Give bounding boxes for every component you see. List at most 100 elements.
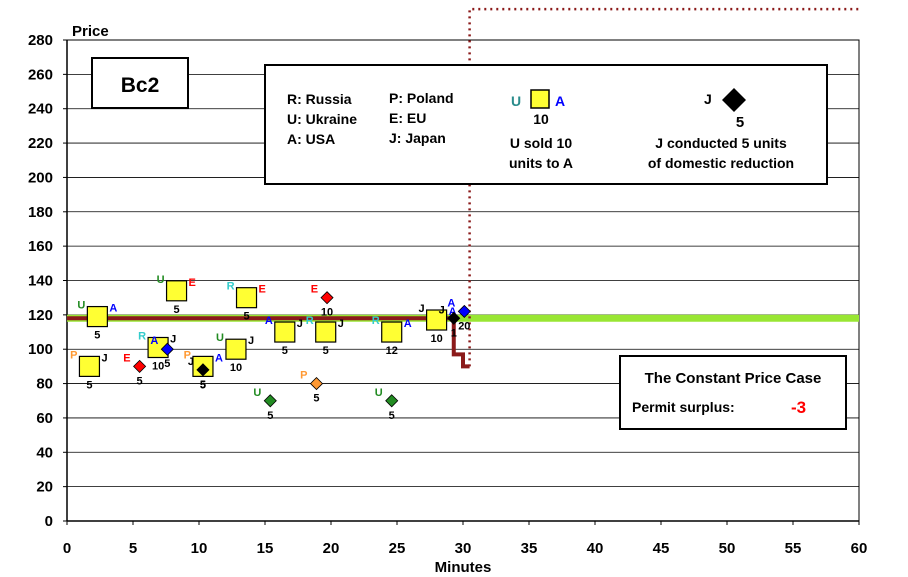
legend-country-p: P: Poland (389, 90, 454, 106)
trade-seller-label: U (77, 300, 85, 312)
x-tick-label: 40 (587, 540, 604, 557)
trade-qty-label: 5 (282, 345, 288, 357)
domestic-qty-label: 5 (389, 410, 395, 422)
trade-seller-label: A (265, 315, 273, 327)
trade-qty-label: 10 (430, 333, 442, 345)
domestic-diamond (263, 394, 277, 408)
domestic-country-label: U (253, 387, 261, 399)
y-axis-ticks: 0 20 40 60 80 100 120 140 160 180 200 220 240 260 280 (28, 32, 67, 530)
trade-seller-label: P (70, 349, 77, 361)
trade-buyer-label: J (170, 333, 176, 345)
legend-box: R: Russia P: Poland U: Ukraine E: EU A: … (264, 64, 828, 185)
trade-square (78, 355, 101, 377)
legend-country-u: U: Ukraine (287, 111, 357, 127)
trade-square (235, 287, 258, 309)
x-axis-label: Minutes (435, 559, 492, 576)
legend-domestic-caption-2: of domestic reduction (648, 155, 794, 171)
trade-point: R A 12 (372, 315, 412, 357)
trade-seller-label: U (157, 274, 165, 286)
domestic-point: A20 (447, 297, 471, 332)
trade-seller-label: R (372, 315, 380, 327)
legend-trade-seller: U (511, 93, 521, 109)
y-tick-label: 180 (28, 204, 53, 221)
domestic-country-label: P (300, 370, 307, 382)
y-tick-label: 280 (28, 32, 53, 49)
trade-qty-label: 10 (230, 362, 242, 374)
trade-buyer-label: J (101, 352, 107, 364)
domestic-point: E10 (311, 284, 334, 319)
legend-trade-caption-2: units to A (509, 155, 573, 171)
x-tick-label: 10 (191, 540, 208, 557)
x-axis-ticks: 0 5 10 15 20 25 30 35 40 45 50 55 60 (63, 521, 867, 557)
domestic-country-label: J (439, 304, 445, 316)
domestic-point: A5 (150, 335, 174, 370)
y-tick-label: 240 (28, 101, 53, 118)
domestic-qty-label: 20 (458, 320, 470, 332)
trade-square (86, 305, 108, 328)
trade-seller-label: R (306, 315, 314, 327)
x-tick-label: 20 (323, 540, 340, 557)
y-axis-label: Price (72, 23, 109, 40)
domestic-point: U5 (253, 387, 277, 422)
trade-seller-label: P (184, 349, 191, 361)
trade-qty-label: 5 (173, 304, 179, 316)
legend-trade-qty: 10 (533, 111, 549, 127)
domestic-point: P5 (300, 370, 324, 405)
domestic-diamond (133, 359, 147, 373)
trade-seller-label: U (216, 332, 224, 344)
trade-square (225, 338, 247, 360)
domestic-qty-label: 5 (164, 358, 170, 370)
trade-square (274, 321, 296, 343)
trade-seller-label: J (418, 303, 424, 315)
domestic-diamond (457, 304, 471, 318)
x-tick-label: 45 (653, 540, 670, 557)
trade-seller-label: R (138, 330, 146, 342)
domestic-diamond (160, 342, 174, 356)
domestic-diamond (320, 291, 334, 305)
case-title: The Constant Price Case (645, 370, 822, 387)
x-tick-label: 5 (129, 540, 137, 557)
case-box: The Constant Price Case Permit surplus: … (619, 355, 847, 430)
trade-buyer-label: A (404, 318, 412, 330)
legend-country-a: A: USA (287, 131, 335, 147)
session-label: Bc2 (121, 74, 160, 97)
trade-buyer-label: E (189, 277, 196, 289)
domestic-diamond (309, 377, 324, 391)
y-tick-label: 20 (36, 479, 53, 496)
domestic-country-label: E (123, 352, 130, 364)
trade-buyer-label: A (215, 352, 223, 364)
x-tick-label: 55 (785, 540, 802, 557)
domestic-qty-label: 10 (321, 307, 333, 319)
trade-point: A J 5 (265, 315, 303, 357)
trade-square (381, 321, 403, 343)
x-tick-label: 25 (389, 540, 406, 557)
trade-qty-label: 10 (152, 360, 164, 372)
legend-country-e: E: EU (389, 110, 426, 126)
y-tick-label: 60 (36, 410, 53, 427)
trade-point: J A10 (418, 303, 456, 345)
domestic-qty-label: 1 (451, 327, 457, 339)
price-lines (67, 7, 859, 369)
domestic-diamond (447, 311, 461, 325)
x-tick-label: 0 (63, 540, 71, 557)
y-tick-label: 260 (28, 66, 53, 83)
domestic-diamond (196, 363, 210, 377)
domestic-qty-label: 5 (313, 393, 319, 405)
domestic-diamond (385, 394, 399, 408)
domestic-point: E5 (123, 352, 147, 387)
domestic-country-label: A (447, 297, 455, 309)
x-tick-label: 30 (455, 540, 472, 557)
y-tick-label: 80 (36, 376, 53, 393)
trade-qty-label: 5 (86, 379, 92, 391)
legend-trade-buyer: A (555, 93, 565, 109)
session-label-box: Bc2 (91, 57, 189, 109)
legend-trade-square (530, 89, 550, 109)
x-tick-label: 50 (719, 540, 736, 557)
trade-point: R E 5 (227, 281, 266, 323)
session-box (91, 57, 189, 109)
y-tick-label: 0 (45, 513, 53, 530)
trade-qty-label: 5 (243, 311, 249, 323)
trade-buyer-label: J (297, 318, 303, 330)
trade-buyer-label: E (259, 284, 266, 296)
